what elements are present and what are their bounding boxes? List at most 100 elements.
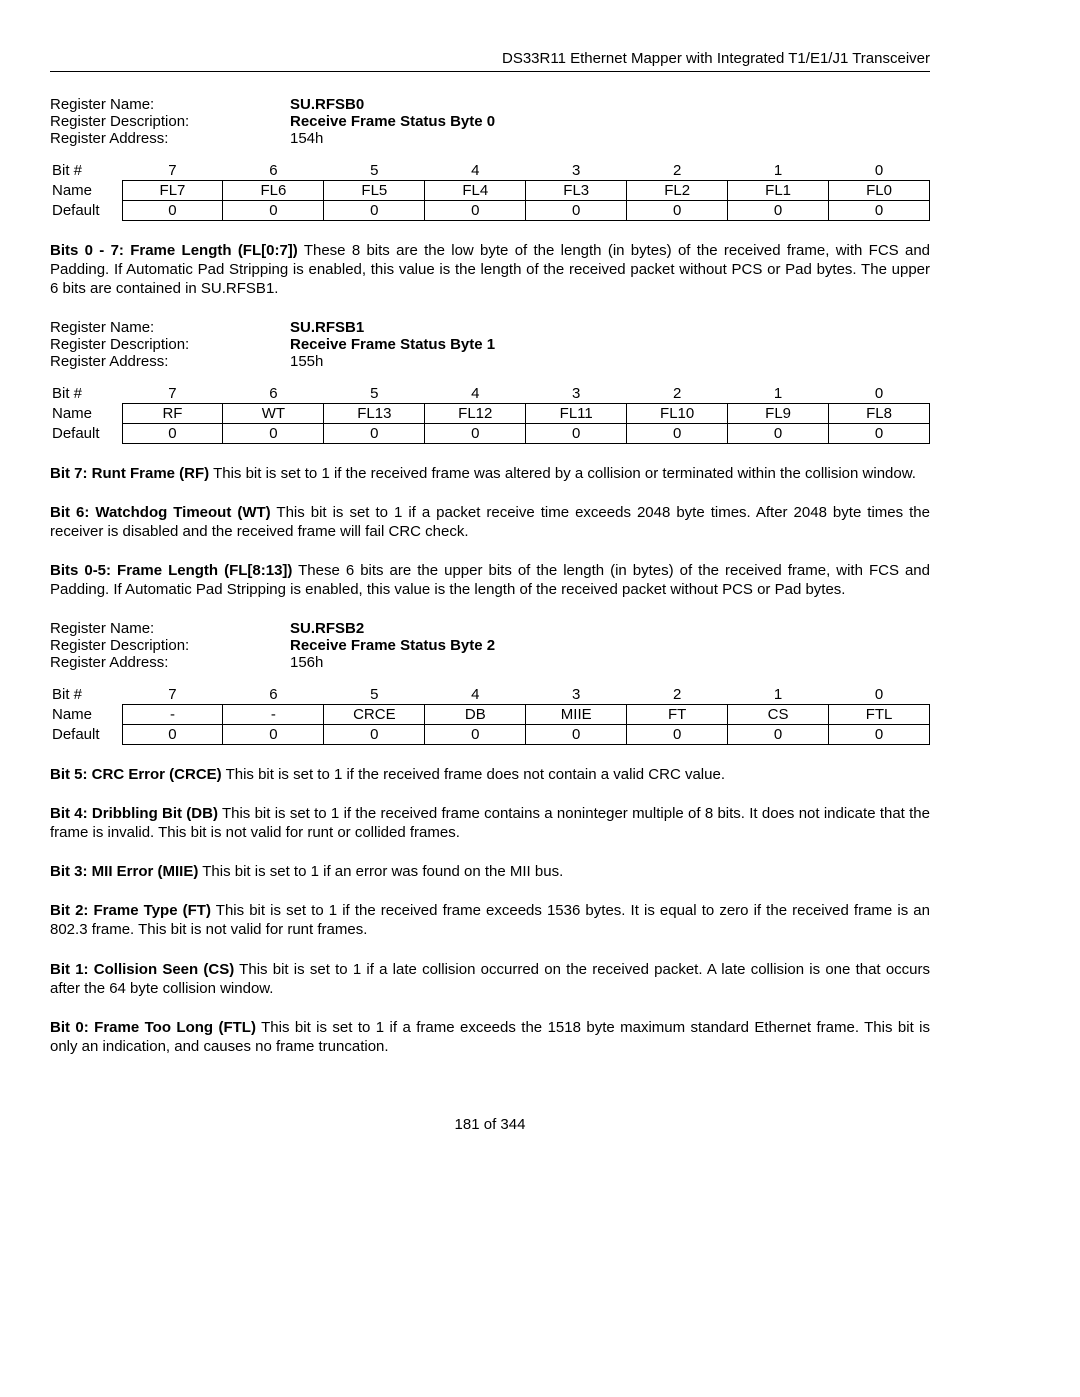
bit-table: Bit #76543210NameFL7FL6FL5FL4FL3FL2FL1FL… [50,161,930,221]
name-row-label: Name [50,181,122,201]
register-label: Register Name: [50,620,290,637]
bit-number: 2 [627,685,728,705]
bit-description: Bit 5: CRC Error (CRCE) This bit is set … [50,765,930,784]
bit-number: 3 [526,384,627,404]
bit-default-cell: 0 [627,724,728,744]
register-label: Register Address: [50,130,290,147]
bit-description: Bit 1: Collision Seen (CS) This bit is s… [50,960,930,998]
register-label: Register Description: [50,113,290,130]
bit-name-cell: FL0 [829,181,930,201]
bit-name-cell: FL5 [324,181,425,201]
name-row-label: Name [50,403,122,423]
bit-description-lead: Bit 1: Collision Seen (CS) [50,961,234,978]
bit-name-cell: FL1 [728,181,829,201]
bit-description: Bit 2: Frame Type (FT) This bit is set t… [50,901,930,939]
bit-number: 1 [728,384,829,404]
bit-number: 4 [425,161,526,181]
page-header: DS33R11 Ethernet Mapper with Integrated … [50,50,930,72]
bit-name-cell: FTL [829,704,930,724]
bit-number: 5 [324,161,425,181]
bit-number: 7 [122,161,223,181]
bit-name-cell: MIIE [526,704,627,724]
bit-description: Bit 6: Watchdog Timeout (WT) This bit is… [50,503,930,541]
bit-default-cell: 0 [627,201,728,221]
bit-number: 2 [627,384,728,404]
bit-number: 0 [829,384,930,404]
bit-name-cell: FL13 [324,403,425,423]
bit-name-cell: FL10 [627,403,728,423]
bit-default-cell: 0 [728,201,829,221]
bit-number: 1 [728,685,829,705]
register-value: 156h [290,654,930,671]
bit-number: 3 [526,685,627,705]
bit-default-cell: 0 [223,423,324,443]
bit-default-cell: 0 [829,201,930,221]
register-value: SU.RFSB1 [290,319,930,336]
bit-description: Bit 4: Dribbling Bit (DB) This bit is se… [50,804,930,842]
bit-number: 0 [829,685,930,705]
register-value: SU.RFSB2 [290,620,930,637]
register-value: 155h [290,353,930,370]
bit-description: Bits 0-5: Frame Length (FL[8:13]) These … [50,561,930,599]
bit-description: Bit 7: Runt Frame (RF) This bit is set t… [50,464,930,483]
bit-number: 6 [223,384,324,404]
bit-table: Bit #76543210Name--CRCEDBMIIEFTCSFTLDefa… [50,685,930,745]
register-value: Receive Frame Status Byte 1 [290,336,930,353]
bit-number: 1 [728,161,829,181]
bit-default-cell: 0 [425,201,526,221]
register-label: Register Description: [50,336,290,353]
bit-description-body: This bit is set to 1 if an error was fou… [198,863,563,880]
bit-name-cell: FL11 [526,403,627,423]
bit-default-cell: 0 [526,201,627,221]
bit-default-cell: 0 [425,423,526,443]
bit-name-cell: FL3 [526,181,627,201]
default-row-label: Default [50,724,122,744]
bit-default-cell: 0 [829,423,930,443]
bit-name-cell: FL8 [829,403,930,423]
bit-description-lead: Bit 4: Dribbling Bit (DB) [50,805,218,822]
bit-number: 5 [324,384,425,404]
bit-default-cell: 0 [122,724,223,744]
register-value: SU.RFSB0 [290,96,930,113]
register-label: Register Description: [50,637,290,654]
register-value: Receive Frame Status Byte 2 [290,637,930,654]
register-info: Register Name:SU.RFSB0Register Descripti… [50,96,930,147]
bit-name-cell: FT [627,704,728,724]
bit-number: 4 [425,685,526,705]
bit-number: 3 [526,161,627,181]
bit-default-cell: 0 [324,423,425,443]
bit-default-cell: 0 [728,724,829,744]
bit-default-cell: 0 [324,201,425,221]
bit-description-body: This bit is set to 1 if the received fra… [209,465,916,482]
bit-description-lead: Bit 7: Runt Frame (RF) [50,465,209,482]
register-value: 154h [290,130,930,147]
bit-name-cell: DB [425,704,526,724]
bit-number: 2 [627,161,728,181]
bit-name-cell: FL2 [627,181,728,201]
bit-description-body: This bit is set to 1 if the received fra… [222,766,725,783]
bit-default-cell: 0 [122,423,223,443]
bit-number: 7 [122,685,223,705]
bit-default-cell: 0 [526,724,627,744]
bit-default-cell: 0 [223,724,324,744]
bit-name-cell: FL4 [425,181,526,201]
register-info: Register Name:SU.RFSB2Register Descripti… [50,620,930,671]
bit-name-cell: FL7 [122,181,223,201]
bit-name-cell: FL12 [425,403,526,423]
bit-header-label: Bit # [50,685,122,705]
bit-default-cell: 0 [223,201,324,221]
bit-description-lead: Bits 0-5: Frame Length (FL[8:13]) [50,562,292,579]
bit-header-label: Bit # [50,384,122,404]
bit-name-cell: CS [728,704,829,724]
register-info: Register Name:SU.RFSB1Register Descripti… [50,319,930,370]
bit-default-cell: 0 [829,724,930,744]
bit-description-lead: Bit 2: Frame Type (FT) [50,902,211,919]
bit-number: 6 [223,685,324,705]
bit-default-cell: 0 [324,724,425,744]
register-label: Register Address: [50,654,290,671]
default-row-label: Default [50,201,122,221]
bit-description-lead: Bit 5: CRC Error (CRCE) [50,766,222,783]
bit-name-cell: FL9 [728,403,829,423]
bit-name-cell: CRCE [324,704,425,724]
bit-default-cell: 0 [526,423,627,443]
